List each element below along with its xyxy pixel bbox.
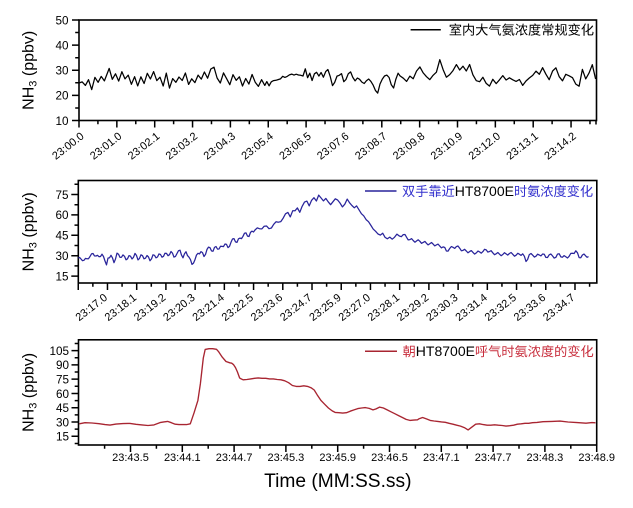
svg-text:23:48.9: 23:48.9 — [578, 452, 615, 464]
svg-text:23:45.3: 23:45.3 — [268, 452, 305, 464]
svg-text:40: 40 — [55, 39, 69, 52]
svg-text:HT8700E: HT8700E — [416, 343, 475, 359]
svg-text:75: 75 — [55, 189, 69, 202]
svg-text:75: 75 — [56, 374, 70, 387]
svg-text:NH3 (ppbv): NH3 (ppbv) — [21, 31, 40, 110]
svg-text:30: 30 — [55, 250, 69, 263]
svg-text:60: 60 — [56, 388, 70, 401]
svg-text:23:48.3: 23:48.3 — [527, 452, 564, 464]
svg-text:20: 20 — [55, 90, 69, 103]
svg-text:NH3 (ppbv): NH3 (ppbv) — [21, 192, 40, 271]
svg-text:23:47.1: 23:47.1 — [423, 452, 460, 464]
svg-text:15: 15 — [56, 431, 70, 444]
svg-text:NH3 (ppbv): NH3 (ppbv) — [21, 353, 40, 432]
svg-text:30: 30 — [56, 416, 70, 429]
svg-text:90: 90 — [56, 359, 70, 372]
svg-text:60: 60 — [55, 209, 69, 222]
svg-text:23:45.9: 23:45.9 — [319, 452, 356, 464]
svg-text:HT8700E: HT8700E — [455, 183, 514, 199]
svg-text:23:47.7: 23:47.7 — [475, 452, 512, 464]
svg-text:45: 45 — [55, 230, 69, 243]
svg-text:105: 105 — [49, 345, 69, 358]
svg-text:15: 15 — [55, 270, 69, 283]
svg-text:23:46.5: 23:46.5 — [371, 452, 408, 464]
svg-text:23:44.1: 23:44.1 — [164, 452, 201, 464]
svg-text:Time (MM:SS.ss): Time (MM:SS.ss) — [264, 471, 411, 492]
svg-text:10: 10 — [55, 115, 69, 128]
svg-text:50: 50 — [55, 14, 69, 27]
svg-text:45: 45 — [56, 402, 70, 415]
svg-text:23:44.7: 23:44.7 — [216, 452, 253, 464]
svg-text:23:43.5: 23:43.5 — [112, 452, 149, 464]
svg-text:30: 30 — [55, 65, 69, 78]
